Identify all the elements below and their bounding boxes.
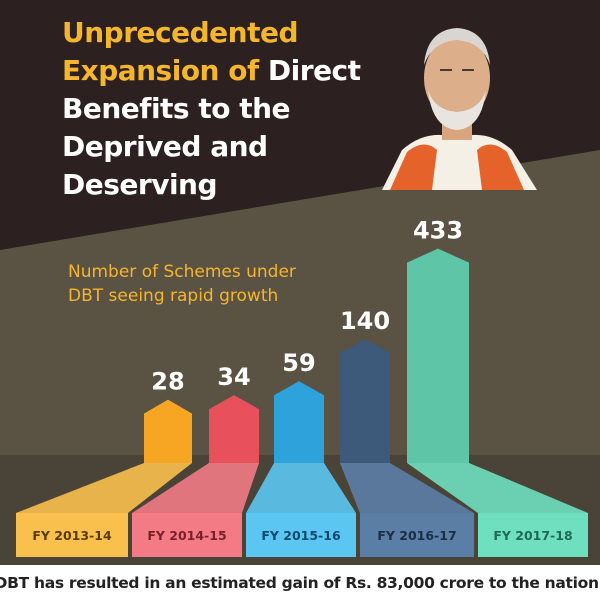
value-label-3: 59: [282, 349, 315, 377]
bar-base-3: [246, 463, 356, 513]
title-line-2: Expansion of Direct: [62, 52, 361, 90]
bar-base-5: [407, 463, 588, 513]
vest-right: [477, 144, 524, 190]
footer-banner: DBT has resulted in an estimated gain of…: [0, 565, 600, 600]
beard: [428, 90, 486, 130]
bars-group: FY 2013-14 28 FY 2014-15 34 FY 2015-16 59 FY 2…: [16, 217, 588, 557]
title-line-4: Deprived and: [62, 130, 268, 163]
vest-left: [390, 144, 437, 190]
value-label-1: 28: [151, 368, 184, 396]
hair: [424, 28, 490, 65]
category-label-1: FY 2013-14: [32, 528, 112, 543]
bar-4: [340, 339, 390, 463]
category-label-bg-4: [360, 513, 474, 557]
footer-text: DBT has resulted in an estimated gain of…: [0, 573, 600, 592]
bar-base-4: [340, 463, 474, 513]
category-label-5: FY 2017-18: [493, 528, 572, 543]
bar-1: [144, 399, 192, 463]
category-label-2: FY 2014-15: [147, 528, 226, 543]
title-line-2-rest: Direct: [267, 54, 361, 87]
category-label-4: FY 2016-17: [377, 528, 456, 543]
category-label-bg-2: [132, 513, 242, 557]
title-line-3: Benefits to the: [62, 92, 291, 125]
title-line-1: Unprecedented: [62, 16, 298, 49]
bar-base-1: [16, 463, 192, 513]
bar-base-2: [132, 463, 259, 513]
bar-5: [407, 248, 469, 463]
bar-3: [274, 381, 324, 463]
bar-2: [209, 395, 259, 463]
portrait-illustration: [382, 28, 537, 190]
value-label-2: 34: [217, 363, 250, 391]
title-line-5: Deserving: [62, 168, 218, 201]
title-line-2-accent: Expansion of: [62, 54, 259, 87]
category-label-3: FY 2015-16: [261, 528, 341, 543]
category-label-bg-3: [246, 513, 356, 557]
category-label-bg-5: [478, 513, 588, 557]
chart-subtitle: Number of Schemes under DBT seeing rapid…: [68, 262, 296, 306]
face: [424, 36, 490, 120]
value-label-4: 140: [340, 307, 390, 335]
value-label-5: 433: [413, 217, 463, 245]
category-label-bg-1: [16, 513, 128, 557]
